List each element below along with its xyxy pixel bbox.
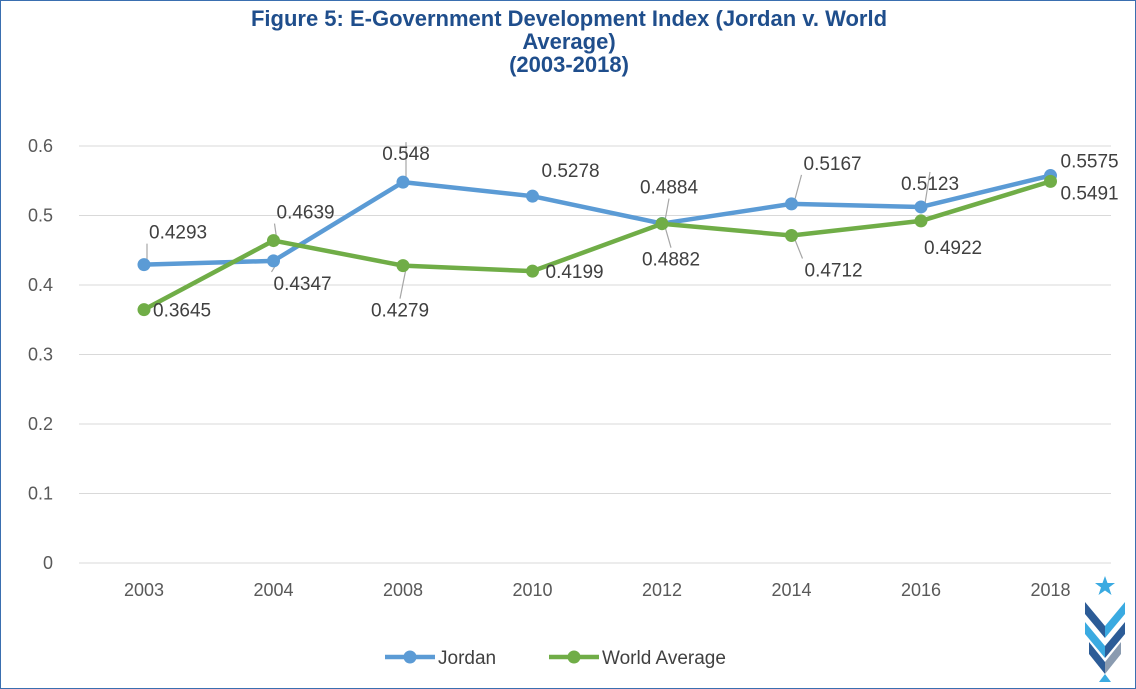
label-leader-line xyxy=(793,238,804,259)
y-tick-label: 0.3 xyxy=(28,345,53,365)
data-label: 0.4639 xyxy=(277,203,335,224)
data-point xyxy=(267,254,280,268)
data-point xyxy=(526,264,539,278)
data-label: 0.5123 xyxy=(901,174,959,195)
data-label: 0.548 xyxy=(382,144,430,165)
data-label: 0.4882 xyxy=(642,250,700,271)
y-tick-label: 0 xyxy=(43,553,53,573)
data-label: 0.4199 xyxy=(546,262,604,283)
chart-title-line-3: (2003-2018) xyxy=(509,52,629,77)
data-point xyxy=(655,217,669,231)
data-point xyxy=(137,303,151,317)
label-leader-line xyxy=(399,268,407,299)
x-tick-label: 2016 xyxy=(901,580,941,600)
y-tick-label: 0.1 xyxy=(28,484,53,504)
data-point xyxy=(914,200,928,214)
series-group xyxy=(137,169,1057,317)
chart-title: Figure 5: E-Government Development Index… xyxy=(1,6,1135,77)
legend-marker xyxy=(403,650,417,664)
data-label: 0.5575 xyxy=(1061,152,1119,173)
legend: Jordan World Average xyxy=(385,648,726,669)
legend-label: Jordan xyxy=(438,648,496,669)
x-tick-label: 2014 xyxy=(771,580,811,600)
data-label: 0.5278 xyxy=(542,161,600,182)
chart-title-line-1: Figure 5: E-Government Development Index… xyxy=(250,6,888,31)
data-label: 0.4293 xyxy=(149,223,207,244)
data-point xyxy=(1044,174,1057,188)
label-leader-line xyxy=(793,174,803,202)
data-point xyxy=(396,259,410,273)
label-leader-lines xyxy=(146,142,931,299)
series-line xyxy=(141,173,1053,267)
data-label: 0.4279 xyxy=(371,301,429,322)
y-tick-label: 0.2 xyxy=(28,414,53,434)
data-point xyxy=(526,189,539,203)
data-point xyxy=(785,229,798,243)
x-tick-label: 2012 xyxy=(642,580,682,600)
x-tick-label: 2010 xyxy=(512,580,552,600)
y-tick-label: 0.4 xyxy=(28,275,53,295)
data-point xyxy=(914,214,928,228)
data-label: 0.4922 xyxy=(924,238,982,259)
data-point xyxy=(396,175,410,189)
y-tick-label: 0.5 xyxy=(28,206,53,226)
chart-title-line-2: Average) xyxy=(522,29,616,54)
label-leader-line xyxy=(664,198,670,221)
data-label: 0.5167 xyxy=(804,154,862,175)
label-leader-line xyxy=(664,226,672,248)
data-label: 0.3645 xyxy=(153,301,211,322)
legend-marker xyxy=(567,650,581,664)
data-label: 0.4884 xyxy=(640,178,699,199)
logo-icon xyxy=(1085,576,1125,682)
x-tick-label: 2018 xyxy=(1030,580,1070,600)
y-axis-ticks: 0 0.1 0.2 0.3 0.4 0.5 0.6 xyxy=(28,136,53,573)
data-point xyxy=(137,258,151,272)
data-label: 0.4712 xyxy=(805,261,863,282)
data-label: 0.5491 xyxy=(1061,183,1119,204)
series-line xyxy=(141,179,1053,312)
x-tick-label: 2003 xyxy=(124,580,164,600)
legend-label: World Average xyxy=(602,648,726,669)
data-point xyxy=(785,197,798,211)
x-tick-label: 2004 xyxy=(253,580,293,600)
data-labels: 0.4293 0.4347 0.548 0.5278 0.4884 0.5167 0.512… xyxy=(149,144,1119,322)
y-tick-label: 0.6 xyxy=(28,136,53,156)
x-axis-ticks: 2003 2004 2008 2010 2012 2014 2016 2018 xyxy=(124,580,1071,600)
data-point xyxy=(267,234,280,248)
data-label: 0.4347 xyxy=(274,274,332,295)
x-tick-label: 2008 xyxy=(383,580,423,600)
gridlines xyxy=(79,145,1111,564)
